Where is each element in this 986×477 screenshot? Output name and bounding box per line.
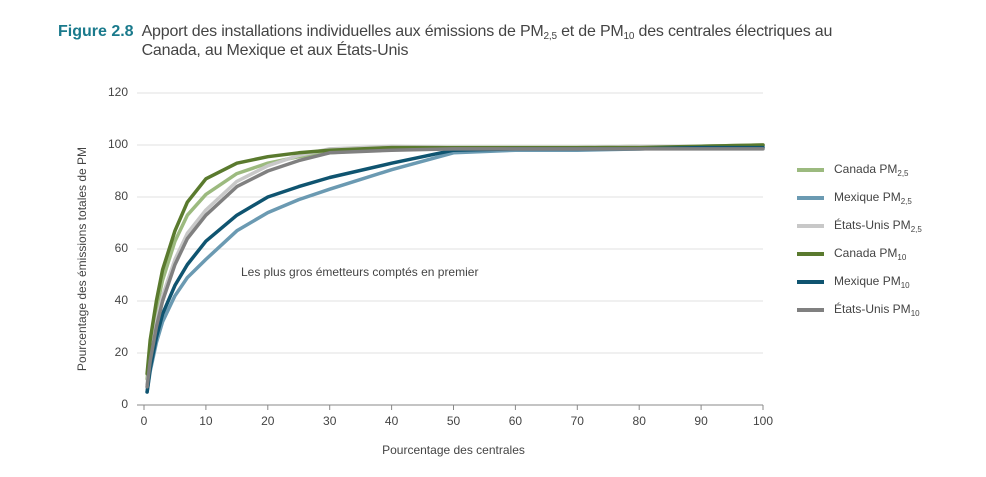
- y-tick-label: 40: [115, 293, 129, 307]
- header: Figure 2.8 Apport des installations indi…: [58, 22, 898, 60]
- y-tick-label: 60: [115, 241, 129, 255]
- x-tick-label: 100: [753, 414, 773, 428]
- x-tick-label: 50: [447, 414, 461, 428]
- x-tick-label: 80: [633, 414, 647, 428]
- x-tick-label: 20: [261, 414, 275, 428]
- legend-label: États-Unis PM10: [834, 301, 920, 318]
- y-tick-label: 80: [115, 189, 129, 203]
- y-tick-label: 100: [108, 137, 128, 151]
- legend-label: Mexique PM2,5: [834, 190, 912, 206]
- y-axis-label: Pourcentage des émissions totales de PM: [75, 147, 89, 371]
- y-tick-label: 120: [108, 85, 128, 99]
- legend-label: Canada PM10: [834, 246, 907, 262]
- x-tick-label: 40: [385, 414, 399, 428]
- x-tick-label: 60: [509, 414, 523, 428]
- line: [145, 147, 765, 389]
- y-tick-label: 20: [115, 345, 129, 359]
- y-tick-label: 0: [121, 397, 128, 411]
- x-tick-label: 70: [571, 414, 585, 428]
- x-tick-label: 30: [323, 414, 337, 428]
- chart-title: Apport des installations individuelles a…: [141, 23, 833, 59]
- legend-label: États-Unis PM2,5: [834, 217, 922, 234]
- legend-label: Mexique PM10: [834, 274, 910, 290]
- figure-label: Figure 2.8: [58, 23, 134, 40]
- legend-label: Canada PM2,5: [834, 162, 909, 178]
- x-axis-label: Pourcentage des centrales: [382, 443, 525, 457]
- x-tick-label: 0: [141, 414, 148, 428]
- annotation: Les plus gros émetteurs comptés en premi…: [241, 265, 478, 279]
- x-tick-label: 90: [694, 414, 708, 428]
- x-tick-label: 10: [199, 414, 213, 428]
